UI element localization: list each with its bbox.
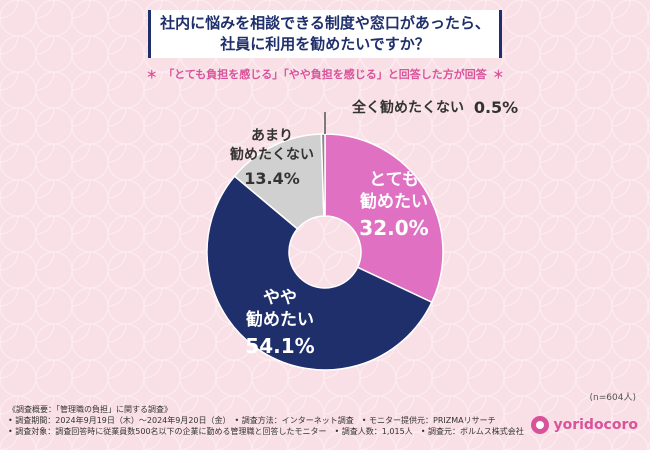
slice-label-text-0-1: 勧めたい <box>360 191 428 212</box>
footer-row-1: 《調査概要：「管理職の負担」に関する調査》 <box>8 405 172 414</box>
donut-slice-1 <box>206 175 433 371</box>
sample-size-label: (n=604人) <box>589 393 636 403</box>
chart-title-box: 社内に悩みを相談できる制度や窓口があったら、 社員に利用を勧めたいですか？ <box>148 10 502 58</box>
subtitle: ＊ 「とても負担を感じる」「やや負担を感じる」と回答した方が回答 ＊ <box>0 66 650 82</box>
logo-mark-icon <box>531 416 550 434</box>
slice-label-text-3: 全く勧めたくない <box>351 99 464 116</box>
title-line-2: 社員に利用を勧めたいですか？ <box>220 35 430 53</box>
slice-label-3: 全く勧めたくない 0.5% <box>351 98 518 117</box>
footer-row-2: • 調査期間：2024年9月19日（木）～2024年9月20日（金） • 調査方… <box>8 416 496 425</box>
slice-label-text-2-1: 勧めたくない <box>230 146 314 163</box>
title-line-1: 社内に悩みを相談できる制度や窓口があったら、 <box>160 14 490 32</box>
slice-value-1: 54.1% <box>245 334 314 358</box>
slice-label-text-1-1: 勧めたい <box>246 309 314 330</box>
slice-value-2: 13.4% <box>244 169 300 188</box>
slice-label-text-1-0: やや <box>263 288 297 308</box>
donut-slice-3 <box>320 133 326 217</box>
subtitle-text: 「とても負担を感じる」「やや負担を感じる」と回答した方が回答 <box>163 68 487 81</box>
footer-row-3: • 調査対象：調査回答時に従業員数500名以下の企業に勤める管理職と回答したモニ… <box>8 427 524 436</box>
donut-slice-0 <box>324 133 444 304</box>
slice-value-0: 32.0% <box>359 216 428 240</box>
logo-text: yoridocoro <box>553 417 638 433</box>
slice-value-3: 0.5% <box>474 98 518 117</box>
brand-logo: yoridocoro <box>531 416 638 434</box>
star-left: ＊ <box>146 68 158 81</box>
slice-label-text-2-0: あまり <box>251 128 293 144</box>
slice-label-text-0-0: とても <box>369 170 419 190</box>
star-right: ＊ <box>492 68 504 81</box>
survey-footer: 《調査概要：「管理職の負担」に関する調査》 • 調査期間：2024年9月19日（… <box>8 404 528 437</box>
